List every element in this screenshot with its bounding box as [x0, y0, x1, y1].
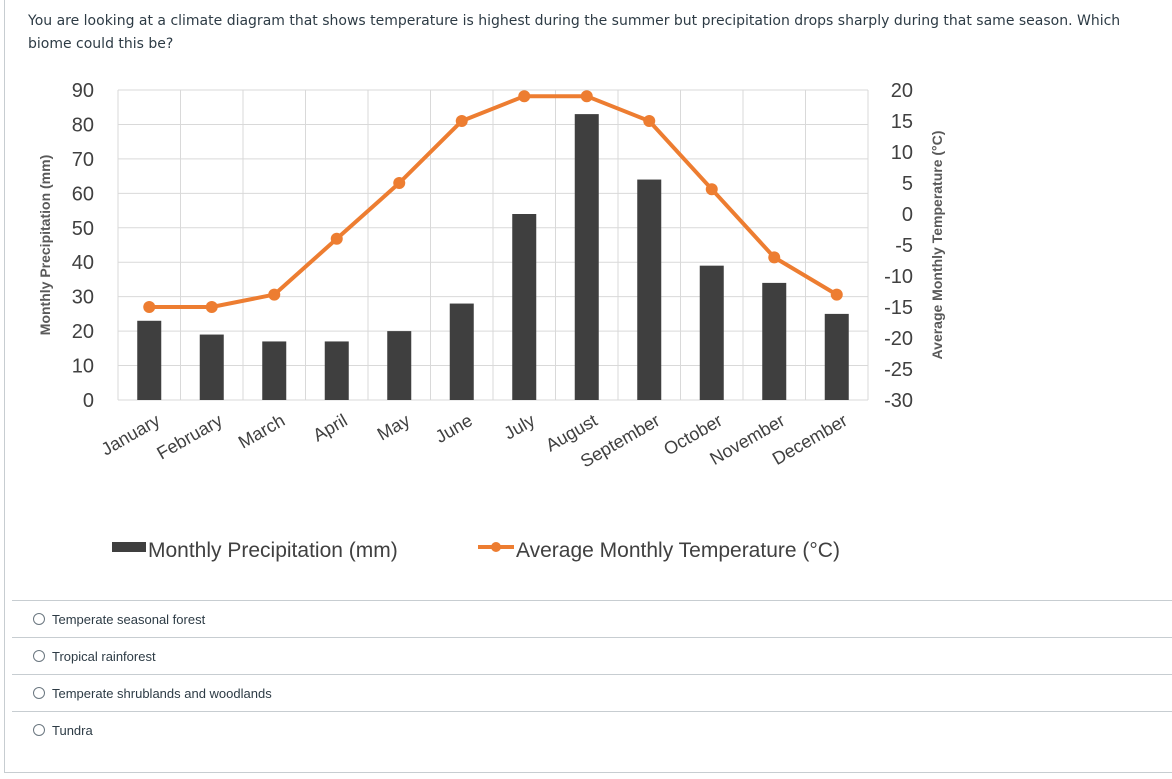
- legend-precipitation-swatch: [112, 542, 146, 552]
- legend-temperature-label: Average Monthly Temperature (°C): [516, 539, 840, 562]
- x-category-label: July: [501, 410, 539, 443]
- answer-list: Temperate seasonal forest Tropical rainf…: [12, 600, 1172, 748]
- temperature-point: [768, 251, 781, 264]
- y-right-tick-label: -5: [895, 235, 913, 257]
- temperature-point: [643, 115, 656, 127]
- y-left-tick-label: 20: [72, 321, 94, 343]
- precipitation-bar: [387, 331, 412, 400]
- y-left-tick-label: 60: [72, 183, 94, 205]
- y-left-tick-label: 10: [72, 356, 94, 378]
- y-right-tick-label: 5: [902, 173, 913, 195]
- temperature-point: [705, 183, 718, 196]
- y-right-axis-title: Average Monthly Temperature (°C): [929, 131, 945, 360]
- precipitation-bar: [824, 313, 849, 400]
- precipitation-bar: [512, 214, 537, 400]
- y-left-tick-label: 70: [72, 149, 94, 171]
- precipitation-bar: [262, 341, 287, 400]
- y-left-tick-label: 50: [72, 218, 94, 240]
- y-left-axis-title: Monthly Precipitation (mm): [37, 155, 53, 335]
- precipitation-bar: [574, 114, 599, 400]
- temperature-point: [518, 90, 531, 103]
- x-category-label: February: [153, 410, 225, 463]
- y-left-tick-label: 40: [72, 252, 94, 274]
- y-right-tick-label: -30: [884, 390, 913, 412]
- precipitation-bar: [324, 341, 349, 400]
- y-right-tick-label: -15: [884, 297, 913, 319]
- answer-label: Temperate seasonal forest: [52, 611, 206, 627]
- radio-button[interactable]: [33, 613, 45, 625]
- answer-option[interactable]: Temperate shrublands and woodlands: [12, 674, 1172, 711]
- y-right-tick-label: -25: [884, 359, 913, 381]
- question-frame: [4, 0, 1172, 773]
- radio-button[interactable]: [33, 687, 45, 699]
- y-left-tick-label: 90: [72, 80, 94, 102]
- radio-button[interactable]: [33, 724, 45, 736]
- precipitation-bar: [762, 282, 787, 400]
- radio-button[interactable]: [33, 650, 45, 662]
- climate-chart-svg: 908070605040302010020151050-5-10-15-20-2…: [37, 80, 945, 562]
- y-left-tick-label: 0: [83, 390, 94, 412]
- y-left-tick-label: 80: [72, 114, 94, 136]
- precipitation-bar: [199, 334, 224, 400]
- x-category-label: April: [310, 410, 351, 445]
- temperature-line: [149, 94, 838, 309]
- temperature-point: [580, 90, 593, 103]
- precipitation-bar: [637, 179, 662, 400]
- y-left-tick-label: 30: [72, 287, 94, 309]
- legend-temperature-marker: [491, 542, 501, 552]
- temperature-point: [830, 288, 843, 301]
- precipitation-bar: [137, 320, 162, 400]
- y-right-tick-label: 0: [902, 204, 913, 226]
- temperature-point: [143, 301, 156, 313]
- answer-option[interactable]: Tropical rainforest: [12, 637, 1172, 674]
- x-category-label: January: [98, 410, 163, 459]
- temperature-point: [268, 288, 281, 301]
- x-category-label: June: [432, 410, 476, 447]
- answer-option[interactable]: Tundra: [12, 711, 1172, 748]
- y-right-tick-label: 20: [891, 80, 913, 102]
- answer-label: Tropical rainforest: [52, 648, 156, 664]
- temperature-point: [455, 115, 468, 127]
- y-right-tick-label: -20: [884, 328, 913, 350]
- x-category-label: May: [374, 410, 413, 444]
- precipitation-bar: [699, 265, 724, 400]
- y-right-tick-label: -10: [884, 266, 913, 288]
- legend-precipitation-label: Monthly Precipitation (mm): [148, 539, 398, 562]
- precipitation-bar: [449, 303, 474, 400]
- climate-diagram: 90 80 70 60 50 40 30 20 10 0 20 15 10 5 0 -5 -10 -15 -20 -2…: [30, 72, 960, 577]
- answer-label: Temperate shrublands and woodlands: [52, 685, 272, 701]
- y-right-tick-label: 15: [891, 111, 913, 133]
- temperature-point: [330, 232, 343, 245]
- y-right-tick-label: 10: [891, 142, 913, 164]
- answer-label: Tundra: [52, 722, 93, 738]
- x-category-label: March: [235, 410, 288, 452]
- temperature-point: [205, 301, 218, 313]
- question-text: You are looking at a climate diagram tha…: [28, 13, 1121, 52]
- answer-option[interactable]: Temperate seasonal forest: [12, 600, 1172, 637]
- temperature-point: [393, 177, 406, 189]
